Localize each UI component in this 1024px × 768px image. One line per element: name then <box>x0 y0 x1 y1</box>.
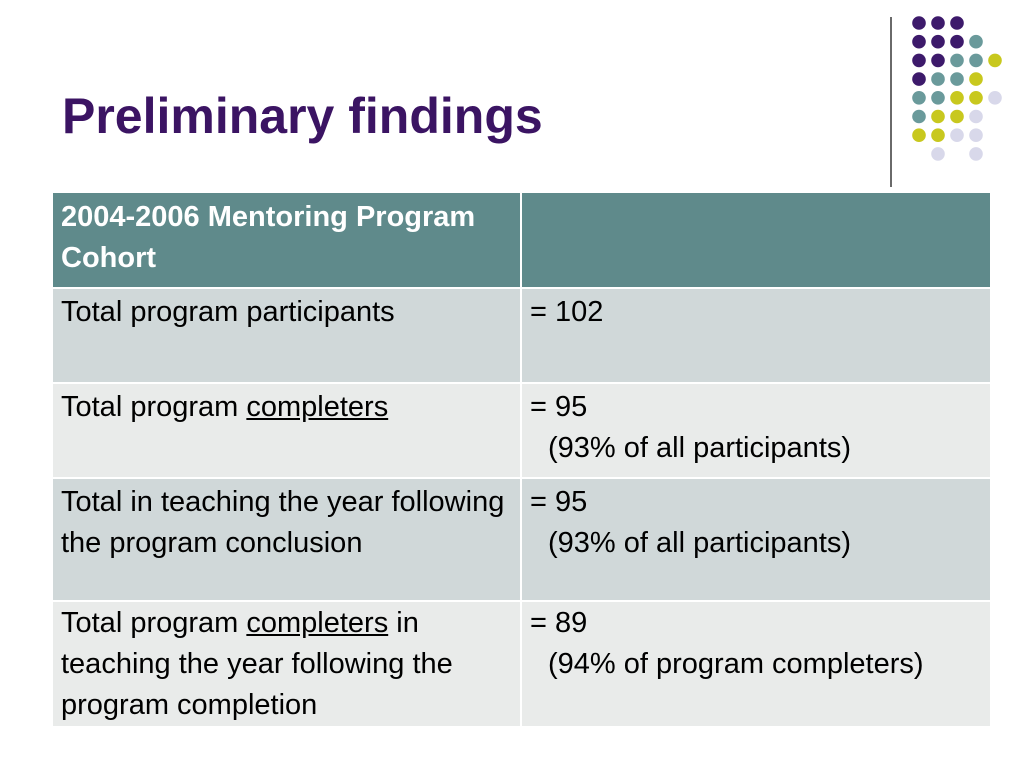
decorative-dot <box>950 34 964 49</box>
decorative-dot <box>950 72 964 86</box>
decorative-dot <box>931 109 945 124</box>
decorative-dot <box>931 53 945 68</box>
decorative-dot <box>912 128 926 142</box>
decorative-dot <box>912 91 926 105</box>
label-text: Total in teaching the year following the… <box>61 486 505 559</box>
decorative-dot <box>931 34 945 49</box>
dot-grid-dots <box>912 16 1002 161</box>
header-cohort-cell: 2004-2006 Mentoring Program Cohort <box>51 191 522 289</box>
value-note: (93% of all participants) <box>548 432 852 464</box>
decorative-dot <box>950 16 964 30</box>
decorative-dot <box>912 72 926 86</box>
decorative-dot <box>969 34 983 49</box>
label-text: Total program <box>61 391 247 423</box>
decorative-dot <box>912 109 926 124</box>
findings-table: 2004-2006 Mentoring Program Cohort Total… <box>51 191 992 728</box>
decorative-dot <box>969 109 983 124</box>
decorative-dot <box>931 128 945 142</box>
row-value: = 95 (93% of all participants) <box>520 477 992 602</box>
row-label: Total program completers in teaching the… <box>51 600 522 728</box>
decorative-dot <box>912 34 926 49</box>
decorative-dot <box>969 91 983 105</box>
decorative-dot <box>969 53 983 68</box>
decorative-dot <box>912 53 926 68</box>
decorative-dot <box>931 147 945 161</box>
row-label: Total program completers <box>51 382 522 479</box>
table-row: Total in teaching the year following the… <box>51 477 992 602</box>
row-label: Total program participants <box>51 287 522 384</box>
decorative-dot <box>950 128 964 142</box>
value-text: = 95 <box>530 391 588 423</box>
decorative-dot <box>969 147 983 161</box>
value-text: = 102 <box>530 296 604 328</box>
label-underlined-text: completers <box>246 607 389 639</box>
decorative-dot <box>912 16 926 30</box>
value-note: (93% of all participants) <box>548 527 852 559</box>
table-row: Total program completers in teaching the… <box>51 600 992 728</box>
decorative-dot <box>950 91 964 105</box>
decorative-dot <box>931 72 945 86</box>
decorative-dot <box>931 91 945 105</box>
label-underlined-text: completers <box>246 391 389 423</box>
decorative-dot <box>969 128 983 142</box>
decorative-dot <box>988 91 1002 105</box>
row-label: Total in teaching the year following the… <box>51 477 522 602</box>
decorative-dot <box>950 53 964 68</box>
table-row: Total program participants = 102 <box>51 287 992 384</box>
label-text: Total program participants <box>61 296 395 328</box>
row-value: = 95 (93% of all participants) <box>520 382 992 479</box>
decorative-dot <box>988 53 1002 68</box>
table-row: Total program completers = 95 (93% of all… <box>51 382 992 479</box>
decorative-dot <box>931 16 945 30</box>
decorative-dot <box>950 109 964 124</box>
title-divider-line <box>890 17 892 187</box>
row-value: = 89 (94% of program completers) <box>520 600 992 728</box>
decorative-dot <box>969 72 983 86</box>
value-note: (94% of program completers) <box>548 648 924 680</box>
value-text: = 95 <box>530 486 588 518</box>
label-text-after: in teaching the year following the progr… <box>61 607 453 721</box>
slide-title: Preliminary findings <box>62 88 543 144</box>
header-empty-cell <box>520 191 992 289</box>
value-text: = 89 <box>530 607 588 639</box>
row-value: = 102 <box>520 287 992 384</box>
label-text: Total program <box>61 607 247 639</box>
table-header-row: 2004-2006 Mentoring Program Cohort <box>51 191 992 289</box>
